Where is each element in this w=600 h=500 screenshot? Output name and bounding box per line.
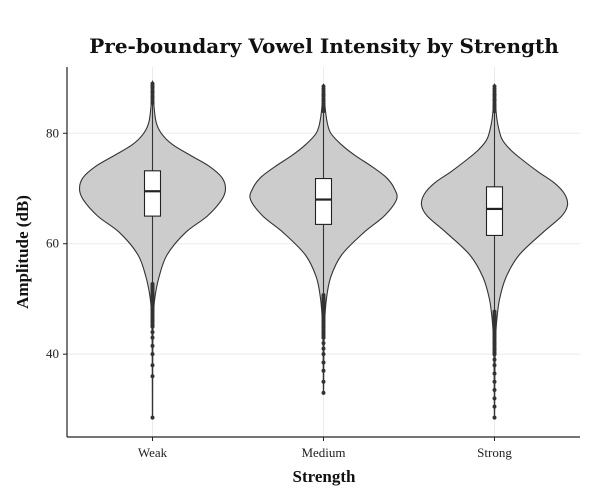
outlier-point: [321, 368, 326, 373]
x-tick-label: Strong: [477, 445, 512, 460]
outlier-point: [321, 86, 326, 91]
outlier-point: [492, 86, 497, 91]
violins: [78, 80, 569, 420]
violin-group-medium: [249, 83, 398, 395]
violin-group-weak: [78, 80, 227, 420]
violin-group-strong: [420, 83, 569, 420]
chart-title: Pre-boundary Vowel Intensity by Strength: [89, 34, 559, 58]
x-tick-label: Medium: [301, 445, 345, 460]
x-axis-label: Strength: [293, 467, 357, 486]
outlier-point: [492, 396, 497, 401]
outlier-point: [492, 379, 497, 384]
iqr-box: [143, 170, 162, 217]
outlier-point: [492, 357, 497, 362]
outlier-point: [321, 341, 326, 346]
outliers: [321, 84, 326, 395]
outlier-point: [321, 390, 326, 395]
x-tick-label: Weak: [138, 445, 168, 460]
y-tick-label: 60: [46, 236, 59, 251]
y-tick-label: 80: [46, 125, 59, 140]
outlier-point: [150, 335, 155, 340]
outlier-point: [150, 282, 155, 287]
outlier-point: [150, 363, 155, 368]
outlier-point: [492, 371, 497, 376]
outlier-point: [321, 379, 326, 384]
outlier-point: [150, 83, 155, 88]
outliers: [492, 84, 497, 420]
y-tick-label: 40: [46, 346, 59, 361]
outlier-point: [150, 343, 155, 348]
outlier-point: [492, 309, 497, 314]
outliers: [150, 81, 155, 420]
outlier-point: [492, 363, 497, 368]
outlier-point: [150, 330, 155, 335]
outlier-point: [321, 360, 326, 365]
x-ticks: Weak Medium Strong: [138, 437, 512, 460]
outlier-point: [321, 293, 326, 298]
y-axis-label: Amplitude (dB): [13, 195, 32, 309]
outlier-point: [150, 352, 155, 357]
y-ticks: 40 60 80: [46, 125, 67, 361]
iqr-box: [485, 186, 504, 236]
outlier-point: [321, 346, 326, 351]
outlier-point: [492, 415, 497, 420]
outlier-point: [492, 404, 497, 409]
outlier-point: [321, 352, 326, 357]
outlier-point: [492, 388, 497, 393]
outlier-point: [150, 415, 155, 420]
outlier-point: [150, 374, 155, 379]
iqr-box: [314, 178, 333, 225]
